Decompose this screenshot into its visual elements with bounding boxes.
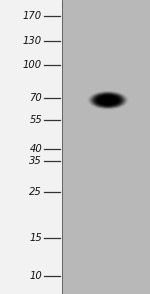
Text: 130: 130 xyxy=(23,36,42,46)
Ellipse shape xyxy=(97,95,119,105)
Text: 100: 100 xyxy=(23,60,42,70)
Text: 170: 170 xyxy=(23,11,42,21)
Ellipse shape xyxy=(102,98,114,103)
Ellipse shape xyxy=(100,96,116,104)
Ellipse shape xyxy=(94,93,122,107)
Ellipse shape xyxy=(90,92,126,109)
Ellipse shape xyxy=(105,99,111,102)
Text: 10: 10 xyxy=(29,270,42,280)
Ellipse shape xyxy=(95,94,121,106)
Ellipse shape xyxy=(89,91,127,109)
Ellipse shape xyxy=(91,92,125,108)
Ellipse shape xyxy=(101,97,115,103)
FancyBboxPatch shape xyxy=(0,0,62,294)
Text: 35: 35 xyxy=(29,156,42,166)
Text: 25: 25 xyxy=(29,187,42,197)
Ellipse shape xyxy=(104,98,112,102)
Ellipse shape xyxy=(92,93,124,108)
Ellipse shape xyxy=(100,97,116,104)
Ellipse shape xyxy=(98,96,118,105)
Ellipse shape xyxy=(90,92,126,108)
Ellipse shape xyxy=(106,99,110,101)
Ellipse shape xyxy=(107,100,109,101)
Ellipse shape xyxy=(93,93,123,107)
Text: 15: 15 xyxy=(29,233,42,243)
Ellipse shape xyxy=(96,95,120,106)
Ellipse shape xyxy=(103,98,113,103)
Text: 70: 70 xyxy=(29,93,42,103)
Text: 40: 40 xyxy=(29,144,42,154)
Ellipse shape xyxy=(105,99,111,101)
Ellipse shape xyxy=(94,94,122,106)
Text: 55: 55 xyxy=(29,115,42,125)
Ellipse shape xyxy=(99,96,117,104)
